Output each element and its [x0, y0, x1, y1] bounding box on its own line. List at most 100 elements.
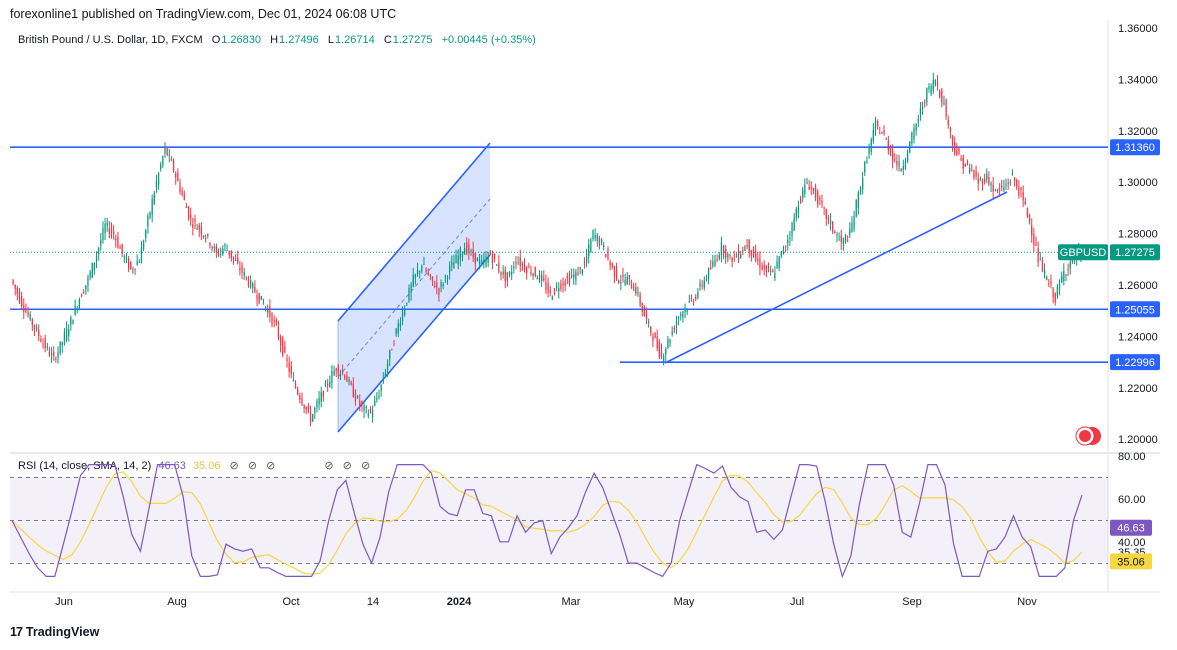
candle-body — [921, 106, 924, 109]
candle-body — [448, 265, 451, 273]
level-price-label: 1.31360 — [1115, 142, 1155, 154]
candle-body — [185, 206, 188, 209]
candle-body — [245, 276, 247, 278]
low-value: 1.26714 — [334, 34, 375, 46]
candle-body — [416, 269, 419, 275]
candle-body — [515, 262, 517, 264]
candle-body — [1073, 253, 1076, 261]
candle-body — [451, 261, 453, 266]
candle-body — [472, 249, 474, 258]
candle-body — [459, 248, 461, 260]
candle-body — [18, 291, 21, 303]
candle-body — [692, 301, 695, 303]
visibility-icon[interactable]: ⊘ — [229, 460, 239, 472]
visibility-icon[interactable]: ⊘ — [247, 460, 258, 472]
candle-body — [560, 283, 562, 289]
candle-body — [879, 132, 881, 134]
visibility-icon[interactable]: ⊘ — [266, 460, 276, 472]
candle-body — [481, 260, 483, 265]
visibility-icon[interactable]: ⊘ — [324, 460, 334, 472]
candle-body — [511, 271, 513, 275]
candle-body — [894, 158, 896, 160]
candle-body — [680, 314, 682, 316]
candle-body — [27, 312, 29, 316]
candle-body — [611, 263, 613, 267]
change-value: +0.00445 (+0.35%) — [441, 34, 536, 46]
candle-body — [870, 139, 872, 152]
candle-body — [226, 250, 228, 252]
candle-body — [260, 295, 262, 300]
candle-body — [746, 245, 748, 247]
rsi-pane — [10, 463, 1108, 579]
candle-body — [151, 199, 153, 215]
candle-body — [979, 178, 981, 180]
candle-body — [361, 401, 363, 407]
candle-body — [470, 250, 472, 252]
visibility-icon[interactable]: ⊘ — [360, 460, 371, 472]
candle-body — [532, 273, 534, 276]
candle-body — [654, 332, 656, 339]
candle-body — [1046, 276, 1048, 280]
candle-body — [1067, 269, 1069, 271]
candle-body — [825, 209, 827, 220]
candle-body — [1005, 184, 1007, 187]
candle-body — [498, 262, 500, 273]
candle-body — [57, 351, 59, 358]
candle-body — [359, 400, 361, 406]
candle-body — [83, 292, 85, 294]
candle-body — [883, 130, 885, 134]
candle-body — [874, 121, 877, 129]
candle-body — [136, 261, 138, 265]
candle-body — [541, 275, 543, 281]
candle-body — [339, 373, 342, 375]
candle-body — [401, 311, 404, 322]
candle-body — [102, 228, 104, 241]
channel-upper-line — [337, 142, 491, 322]
candle-body — [40, 338, 42, 342]
candle-body — [348, 379, 350, 383]
y-tick-label: 1.34000 — [1118, 74, 1158, 86]
candle-body — [500, 271, 502, 276]
candle-body — [267, 310, 269, 313]
candle-body — [217, 254, 220, 256]
candle-body — [731, 257, 733, 263]
candle-body — [577, 272, 579, 276]
candle-body — [669, 339, 671, 344]
candle-body — [243, 272, 245, 276]
candle-body — [530, 271, 532, 275]
candle-body — [733, 254, 735, 256]
candle-body — [1026, 207, 1029, 217]
candle-body — [703, 280, 705, 288]
candle-body — [438, 288, 440, 295]
candle-body — [277, 326, 280, 338]
x-tick-label: 14 — [367, 596, 379, 608]
candle-body — [1078, 249, 1080, 255]
candle-body — [506, 272, 509, 281]
candle-body — [823, 207, 825, 209]
candle-body — [904, 161, 907, 167]
candle-body — [70, 317, 72, 325]
candle-body — [209, 243, 211, 247]
candle-body — [936, 82, 939, 86]
publisher-header: forexonline1 published on TradingView.co… — [10, 7, 397, 21]
candle-body — [25, 310, 27, 312]
candle-body — [851, 222, 853, 233]
candle-body — [590, 239, 592, 253]
candle-body — [305, 406, 307, 410]
candle-body — [16, 287, 18, 295]
candle-body — [975, 170, 977, 177]
candle-body — [740, 254, 742, 258]
candle-body — [299, 395, 301, 400]
candle-body — [192, 224, 194, 228]
candle-body — [247, 279, 250, 286]
axes: 1.36000 1.34000 1.32000 1.30000 1.28000 1.260… — [10, 23, 1160, 608]
candle-body — [1018, 187, 1020, 196]
candle-body — [468, 244, 470, 253]
candle-body — [436, 282, 438, 288]
candle-body — [262, 303, 265, 305]
candle-body — [275, 319, 277, 325]
visibility-icon[interactable]: ⊘ — [342, 460, 352, 472]
candle-body — [725, 248, 727, 258]
candle-body — [175, 173, 177, 178]
